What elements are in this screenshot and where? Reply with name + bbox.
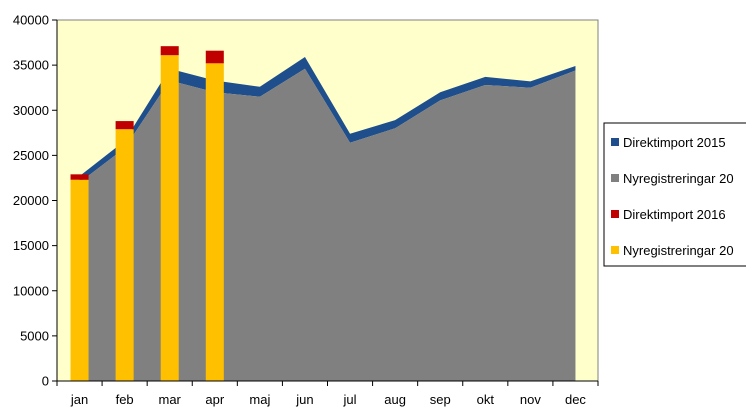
bar-direktimport-2016-apr	[205, 50, 224, 64]
y-tick-label: 10000	[13, 283, 49, 298]
y-tick-label: 15000	[13, 238, 49, 253]
x-tick-label: apr	[205, 392, 224, 407]
y-tick-label: 0	[42, 374, 49, 389]
legend-swatch	[611, 174, 619, 182]
y-tick-label: 25000	[13, 148, 49, 163]
x-tick-label: feb	[116, 392, 134, 407]
y-tick-label: 20000	[13, 193, 49, 208]
area-direktimport-2015	[79, 57, 576, 183]
axes: 0 5000 10000 15000 20000 25000 30000 35000 40000…	[13, 13, 599, 407]
legend-box	[603, 122, 746, 267]
bar-direktimport-2016-feb	[115, 121, 134, 130]
x-tick-label: sep	[430, 392, 451, 407]
x-tick-label: mar	[159, 392, 182, 407]
y-tick-label: 5000	[20, 328, 49, 343]
bar-nyregistreringar-2016-jan	[70, 179, 89, 381]
bar-series-group	[70, 46, 224, 381]
legend-swatch	[611, 138, 619, 146]
x-tick-label: aug	[384, 392, 406, 407]
x-tick-label: nov	[520, 392, 541, 407]
x-tick-label: jun	[295, 392, 313, 407]
bar-nyregistreringar-2016-apr	[205, 63, 224, 381]
bar-nyregistreringar-2016-mar	[160, 55, 179, 381]
x-tick-label: jan	[70, 392, 88, 407]
y-tick-label: 30000	[13, 103, 49, 118]
legend-label: Direktimport 2016	[623, 207, 726, 222]
legend-label: Direktimport 2015	[623, 135, 726, 150]
y-tick-label: 40000	[13, 13, 49, 28]
area-series-group	[79, 57, 576, 382]
x-tick-label: jul	[343, 392, 357, 407]
x-tick-label: okt	[477, 392, 495, 407]
area-nyregistreringar-2015	[79, 68, 576, 382]
legend: Direktimport 2015 Nyregistreringar 20 Dire…	[603, 122, 746, 267]
bar-direktimport-2016-mar	[160, 46, 179, 56]
legend-swatch	[611, 246, 619, 254]
legend-label: Nyregistreringar 20	[623, 243, 734, 258]
y-tick-label: 35000	[13, 58, 49, 73]
bar-direktimport-2016-jan	[70, 174, 89, 180]
x-tick-label: maj	[249, 392, 270, 407]
legend-swatch	[611, 210, 619, 218]
bar-nyregistreringar-2016-feb	[115, 129, 134, 381]
x-tick-label: dec	[565, 392, 586, 407]
legend-label: Nyregistreringar 20	[623, 171, 734, 186]
